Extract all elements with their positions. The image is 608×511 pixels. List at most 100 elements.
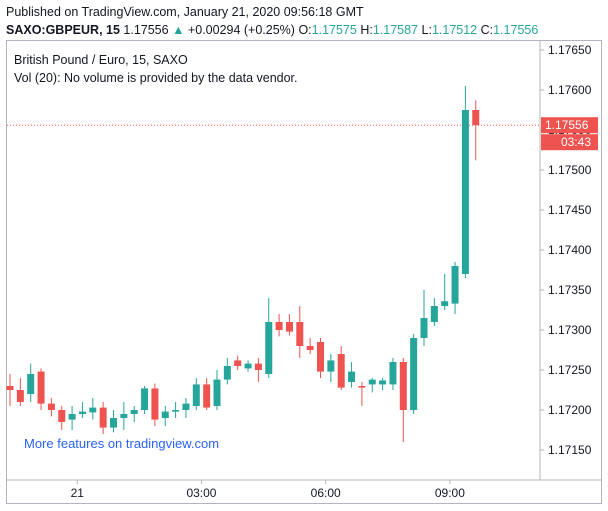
candle bbox=[306, 338, 314, 354]
candle-body bbox=[130, 410, 138, 414]
candle-body bbox=[223, 366, 231, 380]
candle-body bbox=[99, 407, 107, 428]
candle-body bbox=[110, 418, 117, 428]
candle-body bbox=[27, 374, 35, 394]
candle-body bbox=[389, 362, 397, 385]
low-label: L: bbox=[421, 23, 432, 37]
candle-body bbox=[192, 384, 200, 406]
candle bbox=[461, 86, 469, 278]
candle-body bbox=[441, 301, 449, 306]
candle-body bbox=[234, 360, 242, 366]
candle-body bbox=[151, 388, 159, 420]
candle bbox=[472, 100, 480, 161]
y-tick-label: 1.17250 bbox=[548, 363, 592, 377]
candle bbox=[130, 406, 138, 422]
y-tick-label: 1.17500 bbox=[548, 163, 592, 177]
candle bbox=[368, 378, 376, 393]
candle bbox=[244, 360, 252, 372]
candle-body bbox=[16, 390, 24, 402]
candle-body bbox=[182, 403, 190, 410]
candle bbox=[430, 298, 438, 326]
change-up-icon: ▲ bbox=[172, 23, 185, 37]
y-tick-label: 1.17650 bbox=[548, 43, 592, 57]
candle-body bbox=[244, 363, 252, 369]
candle bbox=[47, 398, 55, 417]
candle-body bbox=[120, 414, 128, 418]
x-tick-label: 09:00 bbox=[435, 486, 465, 500]
legend-title: British Pound / Euro, 15, SAXO bbox=[14, 53, 188, 67]
candle-body bbox=[461, 110, 469, 274]
legend-volume: Vol (20): No volume is provided by the d… bbox=[14, 71, 298, 85]
open-value: 1.17575 bbox=[311, 23, 357, 37]
candle-body bbox=[317, 342, 324, 372]
candle-body bbox=[399, 362, 407, 410]
candle bbox=[223, 358, 231, 385]
candle bbox=[389, 358, 397, 390]
candle-body bbox=[430, 306, 438, 322]
candle bbox=[6, 374, 14, 406]
candle bbox=[379, 378, 387, 390]
candle-body bbox=[420, 318, 428, 338]
close-value: 1.17556 bbox=[493, 23, 539, 37]
high-label: H: bbox=[360, 23, 373, 37]
chart-header: Published on TradingView.com, January 21… bbox=[0, 0, 608, 42]
y-tick-label: 1.17150 bbox=[548, 443, 592, 457]
candle-body bbox=[68, 414, 76, 420]
candle-body bbox=[78, 411, 86, 414]
countdown-label: 03:43 bbox=[561, 135, 591, 149]
candle bbox=[420, 290, 428, 346]
candle bbox=[110, 410, 117, 433]
candle bbox=[120, 402, 128, 430]
candle-body bbox=[451, 266, 459, 304]
candle bbox=[151, 383, 159, 426]
x-tick-label: 06:00 bbox=[311, 486, 341, 500]
candle bbox=[27, 363, 35, 402]
candle bbox=[327, 354, 335, 382]
candle-body bbox=[141, 388, 149, 410]
promo-link[interactable]: More features on tradingview.com bbox=[24, 436, 220, 451]
candle bbox=[16, 378, 24, 406]
ticker-line: SAXO:GBPEUR, 15 1.17556 ▲ +0.00294 (+0.2… bbox=[6, 23, 538, 37]
high-value: 1.17587 bbox=[372, 23, 419, 37]
y-tick-label: 1.17200 bbox=[548, 403, 592, 417]
candle-body bbox=[348, 371, 356, 382]
candle-body bbox=[37, 371, 45, 404]
close-label: C: bbox=[480, 23, 494, 37]
candle bbox=[37, 368, 45, 410]
candle-body bbox=[6, 386, 14, 390]
candle bbox=[399, 358, 407, 442]
candle-body bbox=[47, 403, 55, 410]
candle bbox=[358, 382, 366, 406]
open-label: O: bbox=[298, 23, 312, 37]
candle-body bbox=[89, 407, 97, 413]
candle-body bbox=[172, 410, 180, 412]
y-tick-label: 1.17300 bbox=[548, 323, 592, 337]
candle bbox=[410, 334, 418, 414]
candle bbox=[285, 314, 293, 336]
y-tick-label: 1.17400 bbox=[548, 243, 592, 257]
current-price-label: 1.17556 bbox=[545, 118, 589, 132]
candle bbox=[78, 402, 86, 418]
candle bbox=[317, 338, 324, 378]
symbol-label[interactable]: SAXO:GBPEUR, 15 bbox=[6, 23, 120, 37]
current-price-badge bbox=[541, 117, 598, 134]
candle bbox=[348, 362, 356, 388]
countdown-badge bbox=[541, 134, 598, 151]
chart-frame[interactable] bbox=[6, 40, 602, 504]
candle-body bbox=[285, 322, 293, 332]
published-line: Published on TradingView.com, January 21… bbox=[6, 5, 364, 19]
y-tick-label: 1.17450 bbox=[548, 203, 592, 217]
candle bbox=[203, 378, 211, 410]
y-tick-label: 1.17350 bbox=[548, 283, 592, 297]
candle bbox=[99, 402, 107, 434]
candle bbox=[254, 358, 262, 382]
candle-body bbox=[203, 384, 211, 408]
candle bbox=[89, 398, 97, 420]
candle bbox=[441, 274, 449, 310]
candle-body bbox=[410, 338, 418, 410]
candle-body bbox=[306, 346, 314, 350]
candle-body bbox=[472, 110, 480, 126]
candle-body bbox=[161, 411, 169, 418]
low-value: 1.17512 bbox=[431, 23, 478, 37]
